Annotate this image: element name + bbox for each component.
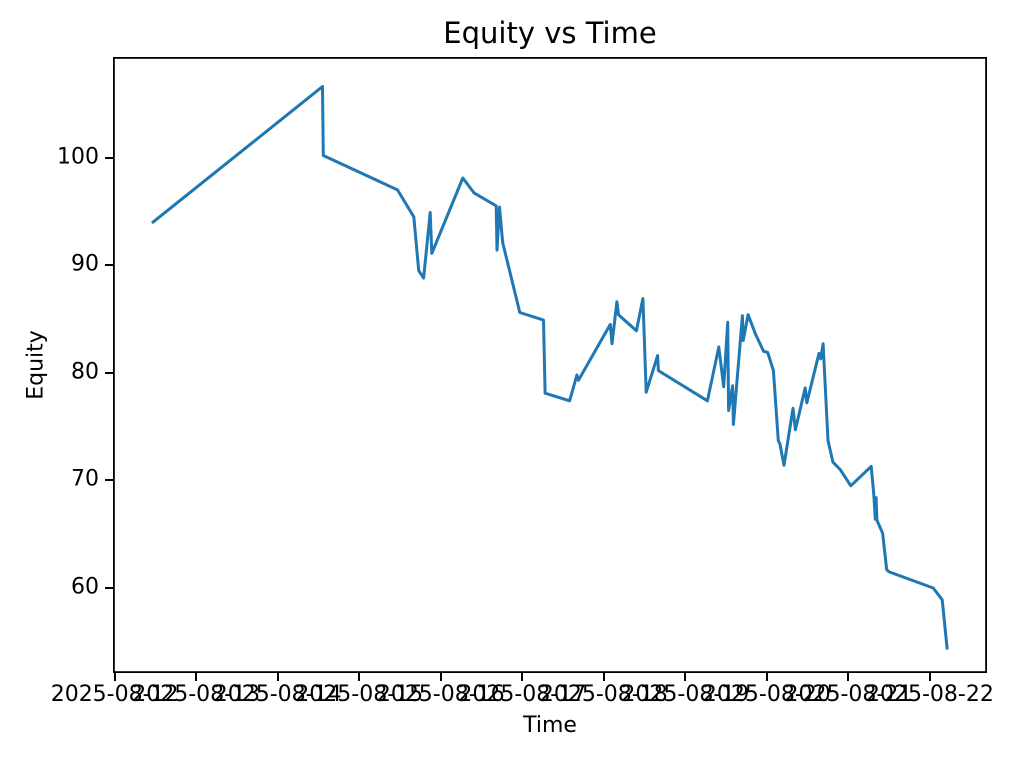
x-tick-mark: [113, 673, 116, 681]
y-tick-mark: [105, 264, 113, 267]
plot-area: [112, 56, 988, 674]
x-tick-label: 2025-08-12: [50, 682, 179, 707]
x-axis-label: Time: [523, 713, 577, 738]
x-tick-mark: [847, 673, 850, 681]
x-tick-mark: [358, 673, 361, 681]
x-tick-label: 2025-08-21: [784, 682, 913, 707]
y-tick-label: 90: [71, 251, 99, 277]
y-tick-mark: [105, 156, 113, 159]
x-tick-label: 2025-08-19: [621, 682, 750, 707]
y-tick-label: 60: [71, 574, 99, 600]
x-tick-label: 2025-08-18: [539, 682, 668, 707]
x-tick-mark: [928, 673, 931, 681]
x-tick-mark: [521, 673, 524, 681]
x-tick-mark: [602, 673, 605, 681]
x-tick-label: 2025-08-14: [213, 682, 342, 707]
x-tick-mark: [765, 673, 768, 681]
x-tick-label: 2025-08-16: [376, 682, 505, 707]
y-tick-label: 70: [71, 466, 99, 492]
y-tick-mark: [105, 586, 113, 589]
x-tick-label: 2025-08-20: [702, 682, 831, 707]
plot-canvas: [112, 56, 988, 674]
axes-frame: [112, 56, 988, 674]
x-tick-mark: [684, 673, 687, 681]
y-tick-label: 100: [57, 144, 99, 170]
x-tick-label: 2025-08-15: [295, 682, 424, 707]
x-tick-label: 2025-08-13: [132, 682, 261, 707]
x-tick-label: 2025-08-22: [865, 682, 994, 707]
y-tick-label: 80: [71, 359, 99, 385]
x-tick-mark: [276, 673, 279, 681]
x-tick-mark: [195, 673, 198, 681]
chart-title: Equity vs Time: [443, 16, 657, 50]
y-tick-mark: [105, 371, 113, 374]
equity-series-line: [151, 85, 949, 650]
x-tick-label: 2025-08-17: [458, 682, 587, 707]
y-tick-mark: [105, 479, 113, 482]
x-tick-mark: [439, 673, 442, 681]
